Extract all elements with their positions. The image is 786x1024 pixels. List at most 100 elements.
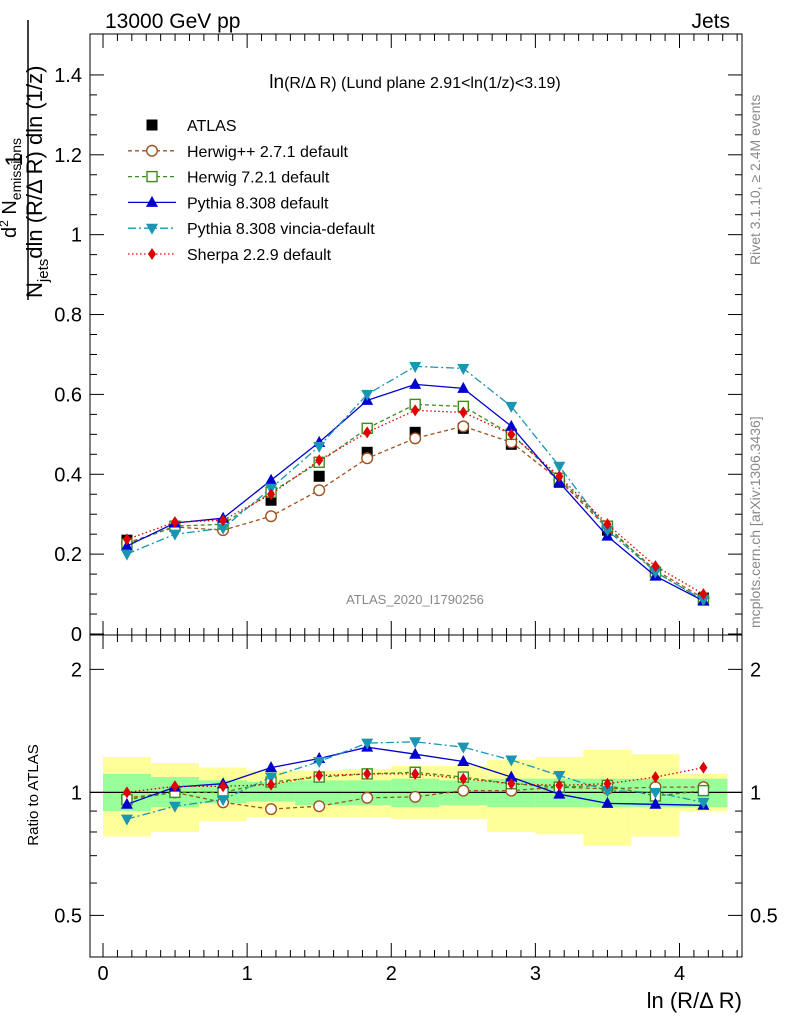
mcplots-label: mcplots.cern.ch [arXiv:1306.3436] (747, 416, 763, 628)
main-point-vincia (649, 567, 662, 579)
main-ylabel-numerator: d2 Nemissions (0, 138, 24, 238)
ratio-point-pythia (649, 797, 662, 809)
ratio-ytick-label-left: 0.5 (54, 905, 82, 927)
main-point-vincia (505, 401, 518, 413)
rivet-label: Rivet 3.1.10, ≥ 2.4M events (747, 95, 763, 265)
header-right: Jets (691, 10, 730, 33)
ylabel-den-rest: dln (R/Δ R) dln (1/z) (22, 66, 47, 259)
legend-marker-pythia (146, 195, 158, 207)
legend-label-herwigpp: Herwig++ 2.7.1 default (187, 144, 349, 161)
main-point-vincia (217, 523, 230, 535)
ylabel-jets: jets (35, 259, 52, 283)
ratio-point-sherpa (267, 778, 276, 791)
ratio-point-vincia (457, 742, 470, 754)
ratio-point-sherpa (603, 777, 612, 790)
legend-marker-sherpa (148, 248, 156, 260)
ylabel-num-d: d (0, 227, 21, 238)
ratio-point-vincia (120, 814, 133, 826)
main-point-sherpa (555, 470, 564, 483)
main-point-sherpa (315, 454, 324, 467)
ratio-point-sherpa (507, 777, 516, 790)
ratio-point-herwigpp (457, 784, 470, 797)
ratio-point-sherpa (315, 769, 324, 782)
ratio-point-vincia (217, 795, 230, 807)
main-ytick-label: 0 (71, 624, 82, 646)
main-ytick-label: 1.4 (54, 65, 82, 87)
main-point-pythia (265, 473, 278, 485)
main-point-sherpa (219, 514, 228, 527)
main-point-sherpa (267, 488, 276, 501)
main-point-sherpa (411, 404, 420, 417)
ratio-point-herwigpp (409, 790, 422, 803)
main-panel: 0 0.2 0.4 0.6 0.8 1 1.2 1.4 ln(R/Δ R) (Lund pla… (0, 20, 743, 646)
main-line-pythia (126, 383, 704, 602)
main-point-herwigpp (457, 420, 470, 433)
x-tick-label: 1 (242, 963, 253, 985)
main-point-atlas (313, 470, 325, 482)
main-ytick-label: 0.4 (54, 464, 82, 486)
legend-marker-vincia (146, 223, 158, 235)
ratio-point-sherpa (363, 767, 372, 780)
main-ytick-label: 0.2 (54, 544, 82, 566)
main-point-sherpa (603, 518, 612, 531)
ratio-ytick-label-left: 1 (71, 782, 82, 804)
ratio-point-herwigpp (265, 803, 278, 816)
ratio-point-pythia (553, 787, 566, 799)
header-left: 13000 GeV pp (105, 10, 240, 33)
main-point-herwigpp (265, 510, 278, 523)
legend-label-vincia: Pythia 8.308 vincia-default (187, 221, 375, 238)
main-point-herwigpp (409, 432, 422, 445)
legend-marker-herwigpp (145, 144, 158, 157)
ratio-point-sherpa (411, 767, 420, 780)
ratio-point-vincia (697, 797, 710, 809)
legend-marker-herwig7 (146, 170, 158, 183)
ratio-point-vincia (361, 738, 374, 750)
main-title-rest: (R/Δ R) (Lund plane 2.91<ln(1/z)<3.19) (284, 75, 561, 92)
ylabel-denominator: Njetsdln (R/Δ R) dln (1/z) (22, 66, 52, 298)
ratio-point-herwigpp (313, 800, 326, 813)
main-point-sherpa (363, 426, 372, 439)
ratio-ylabel: Ratio to ATLAS (25, 744, 42, 845)
ylabel-num-sup: 2 (0, 220, 11, 227)
ratio-point-vincia (168, 801, 181, 813)
ratio-point-vincia (649, 787, 662, 799)
main-point-sherpa (651, 560, 660, 573)
ratio-point-vincia (313, 757, 326, 769)
main-point-vincia (168, 529, 181, 541)
ratio-point-sherpa (651, 771, 660, 784)
main-point-herwigpp (313, 484, 326, 497)
x-tick-label: 2 (386, 963, 397, 985)
ratio-frame (89, 634, 743, 958)
x-tick-label: 0 (97, 963, 108, 985)
ylabel-numerator: d2 Nemissions (0, 138, 24, 238)
ratio-point-vincia (265, 772, 278, 784)
main-point-vincia (361, 389, 374, 401)
ratio-point-vincia (553, 770, 566, 782)
legend-label-atlas: ATLAS (187, 118, 237, 135)
main-point-sherpa (507, 428, 516, 441)
ratio-point-sherpa (122, 786, 131, 799)
legend-label-pythia: Pythia 8.308 default (187, 195, 329, 212)
main-ytick-label: 0.8 (54, 305, 82, 327)
ratio-band-inner (247, 782, 296, 802)
ratio-ytick-label-right: 1 (750, 782, 761, 804)
ratio-point-pythia (505, 770, 518, 782)
main-ylabel: 1 Njetsdln (R/Δ R) dln (1/z) (1, 20, 52, 300)
ratio-point-sherpa (459, 772, 468, 785)
main-point-sherpa (459, 406, 468, 419)
ratio-point-pythia (601, 796, 614, 808)
main-point-herwigpp (361, 452, 374, 465)
ratio-point-sherpa (219, 780, 228, 793)
main-point-vincia (120, 549, 133, 561)
main-line-herwigpp (126, 425, 704, 599)
main-title: ln(R/Δ R) (Lund plane 2.91<ln(1/z)<3.19) (269, 72, 560, 93)
x-axis-label: ln (R/Δ R) (647, 988, 742, 1013)
legend-marker-atlas (146, 119, 158, 131)
x-tick-label: 4 (674, 963, 685, 985)
ylabel-num-sub: emissions (8, 138, 24, 200)
ratio-point-pythia (120, 797, 133, 809)
main-point-vincia (553, 461, 566, 473)
ratio-point-sherpa (170, 780, 179, 793)
main-point-vincia (601, 525, 614, 537)
